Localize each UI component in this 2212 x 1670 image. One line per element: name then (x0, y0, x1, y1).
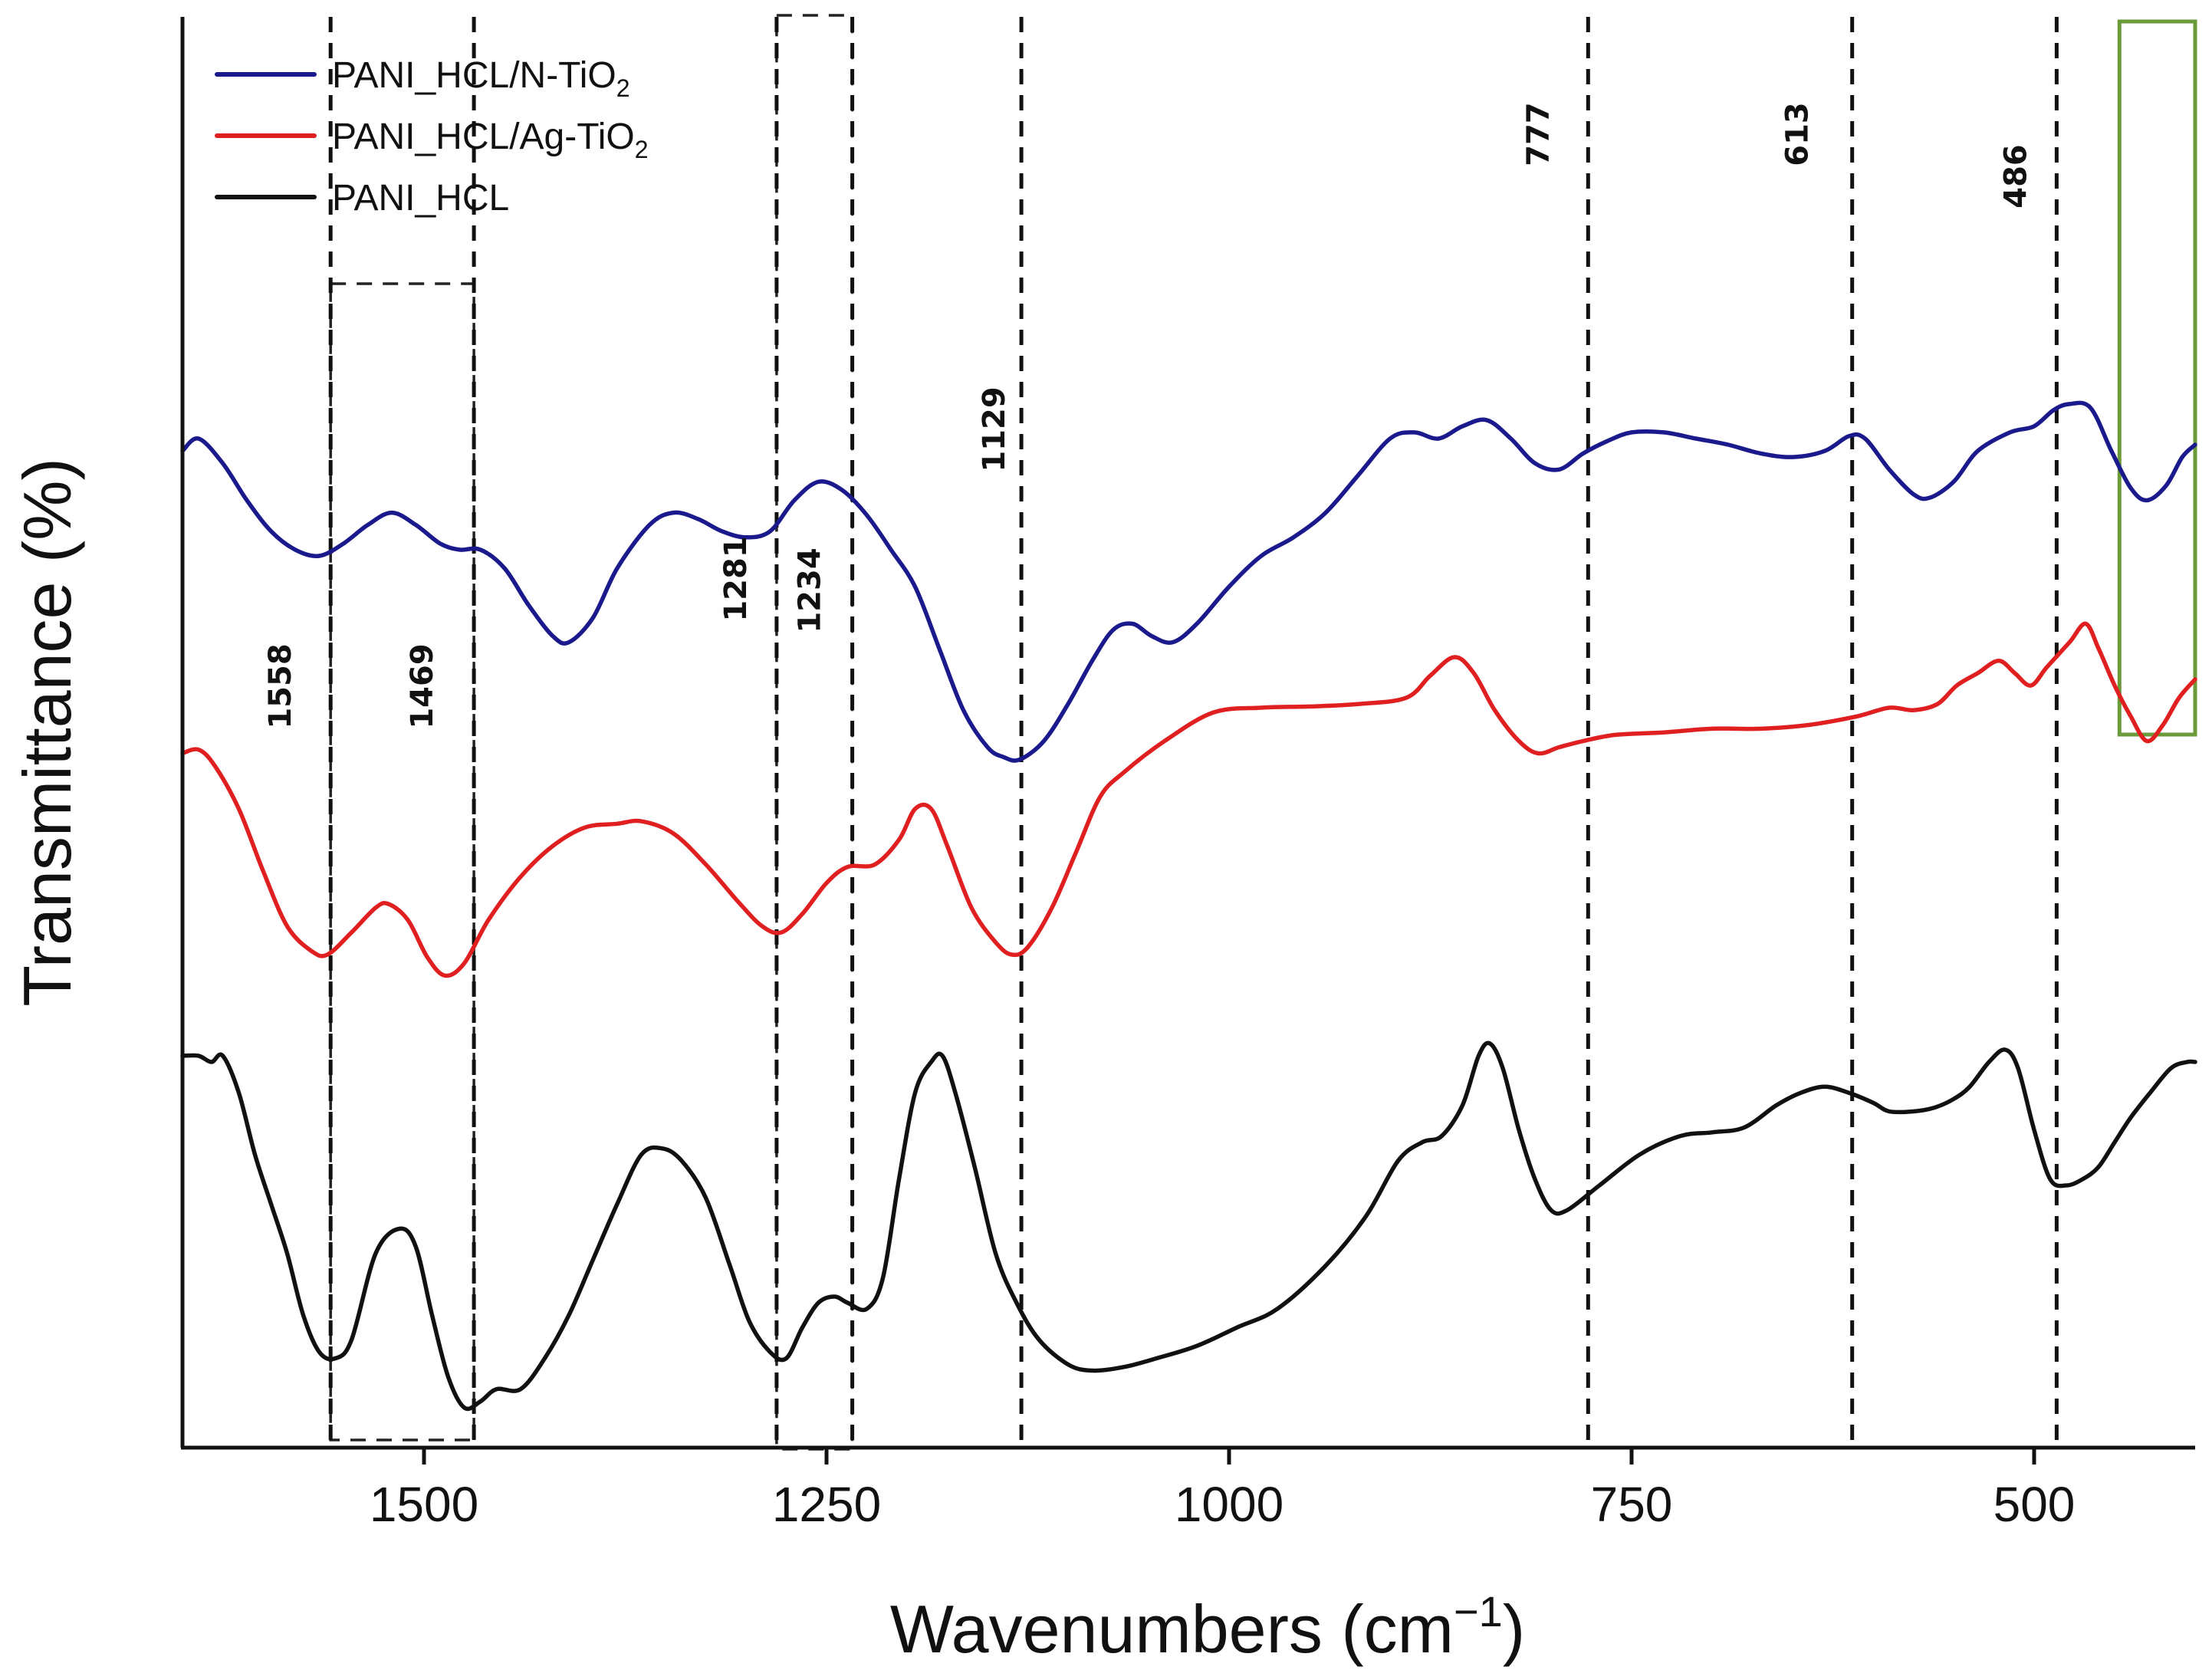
peak-label-613: 613 (1780, 102, 1816, 166)
series-line-pani-hcl-n-tio2 (180, 400, 2197, 763)
x-tick-label-750: 750 (1591, 1477, 1673, 1532)
peak-marker-lines (328, 17, 2059, 1448)
x-ticks: 1500 1250 1000 750 500 (370, 1448, 2076, 1532)
x-tick-label-500: 500 (1993, 1477, 2076, 1532)
legend-label-main: PANI_HCL/N-TiO (332, 55, 616, 96)
highlight-box-0 (329, 282, 475, 1442)
legend-label-pani-hcl-ag-tio2: PANI_HCL/Ag-TiO2 (332, 117, 649, 163)
legend-label-subscript: 2 (616, 74, 630, 102)
spectra-series (180, 400, 2197, 1412)
x-axis-title: Wavenumbers (cm−1) (890, 1587, 1525, 1667)
series-line-pani-hcl-ag-tio2 (180, 621, 2197, 978)
y-axis-title: Transmittance (%) (9, 458, 85, 1007)
legend-label-pani-hcl-n-tio2: PANI_HCL/N-TiO2 (332, 55, 630, 102)
peak-label-777: 777 (1520, 102, 1556, 166)
peak-label-486: 486 (1998, 144, 2033, 209)
legend-label-subscript: 2 (635, 136, 649, 163)
legend-label-main: PANI_HCL (332, 178, 509, 219)
highlight-box-1 (775, 14, 854, 1451)
peak-label-1234: 1234 (793, 547, 828, 633)
peak-label-1129: 1129 (977, 386, 1012, 472)
axes (180, 17, 2195, 1450)
series-line-pani-hcl (180, 1040, 2197, 1412)
peak-label-1469: 1469 (405, 643, 440, 728)
highlight-box-2 (2117, 19, 2197, 737)
x-axis-title-exponent: −1 (1454, 1587, 1503, 1635)
legend-label-main: PANI_HCL/Ag-TiO (332, 117, 635, 157)
x-tick-label-1250: 1250 (772, 1477, 881, 1532)
peak-label-1558: 1558 (263, 643, 298, 728)
peak-label-1281: 1281 (718, 536, 754, 621)
x-axis-title-close: ) (1503, 1591, 1525, 1667)
legend-label-pani-hcl: PANI_HCL (332, 178, 509, 219)
peak-labels: 1558 1469 1281 1234 1129 777 613 486 (263, 102, 2033, 728)
x-tick-label-1500: 1500 (370, 1477, 478, 1532)
highlight-boxes (329, 14, 2197, 1451)
x-tick-label-1000: 1000 (1175, 1477, 1283, 1532)
